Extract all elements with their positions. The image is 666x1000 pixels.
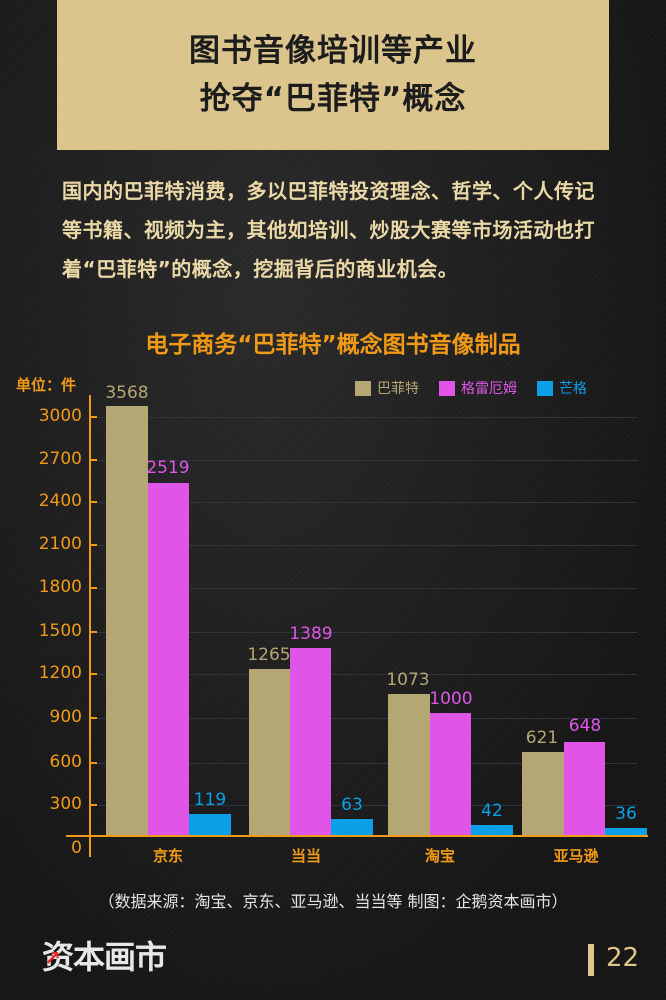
y-tick-label: 0: [71, 838, 82, 858]
y-tick: [89, 501, 97, 503]
bar-jd-munger: [189, 814, 231, 836]
y-tick: [89, 804, 97, 806]
y-tick: [89, 459, 97, 461]
bar-amazon-graham: [564, 742, 605, 836]
bar-value-label: 648: [568, 716, 602, 736]
bar-value-label: 42: [481, 801, 503, 821]
legend-swatch-icon: [439, 380, 455, 396]
y-tick-label: 3000: [38, 406, 82, 426]
y-tick-label: 1800: [38, 577, 82, 597]
bar-jd-buffett: [106, 406, 148, 836]
legend-swatch-icon: [355, 380, 371, 396]
gridline: [97, 674, 637, 675]
legend-item-munger: 芒格: [537, 378, 587, 398]
page-number: 22: [606, 943, 640, 973]
bar-value-label: 2519: [146, 458, 190, 478]
x-category-label: 当当: [290, 847, 321, 865]
bar-taobao-graham: [430, 713, 471, 836]
logo-text: 资本画市: [42, 938, 167, 976]
bar-value-label: 1000: [429, 689, 473, 709]
x-axis: [66, 835, 648, 837]
logo-arrow-icon: ↗: [44, 946, 61, 970]
bar-value-label: 63: [341, 795, 363, 815]
y-tick-label: 2400: [38, 491, 82, 511]
bar-amazon-buffett: [522, 752, 564, 836]
gridline: [97, 718, 637, 719]
y-tick-label: 300: [49, 794, 82, 814]
bar-taobao-buffett: [388, 694, 430, 836]
x-category-label: 淘宝: [424, 847, 455, 865]
gridline: [97, 588, 637, 589]
title-banner: 图书音像培训等产业 抢夺“巴菲特”概念: [57, 0, 609, 150]
legend-item-graham: 格雷厄姆: [439, 378, 517, 398]
y-tick: [89, 544, 97, 546]
y-tick-label: 2700: [38, 449, 82, 469]
source-note: （数据来源：淘宝、京东、亚马逊、当当等 制图：企鹅资本画市）: [98, 892, 568, 911]
bar-value-label: 1389: [289, 624, 333, 644]
y-tick: [89, 416, 97, 418]
y-axis: [89, 395, 91, 857]
gridline: [97, 502, 637, 503]
bar-value-label: 3568: [105, 383, 149, 403]
bar-dangdang-munger: [331, 819, 373, 836]
bar-taobao-munger: [471, 825, 513, 836]
gridline: [97, 632, 637, 633]
bar-value-label: 119: [193, 790, 227, 810]
bar-amazon-munger: [605, 828, 647, 836]
gridline: [97, 417, 637, 418]
y-tick: [89, 673, 97, 675]
bar-value-label: 1265: [247, 645, 291, 665]
bar-value-label: 1073: [386, 670, 430, 690]
y-tick-label: 1200: [38, 663, 82, 683]
x-category-label: 亚马逊: [553, 847, 599, 865]
y-tick-label: 600: [49, 752, 82, 772]
gridline: [97, 460, 637, 461]
bar-dangdang-buffett: [249, 669, 290, 836]
bar-value-label: 36: [615, 804, 637, 824]
legend-label: 巴菲特: [377, 381, 419, 397]
gridline: [97, 805, 637, 806]
legend-item-buffett: 巴菲特: [355, 378, 419, 398]
gridline: [97, 545, 637, 546]
y-tick-label: 1500: [38, 621, 82, 641]
y-tick: [89, 631, 97, 633]
brand-logo: ↗ 资本画市: [42, 932, 167, 978]
gridline: [97, 763, 637, 764]
intro-paragraph: 国内的巴菲特消费，多以巴菲特投资理念、哲学、个人传记等书籍、视频为主，其他如培训…: [62, 179, 595, 281]
chart-title: 电子商务“巴菲特”概念图书音像制品: [145, 332, 521, 358]
y-tick-label: 900: [49, 707, 82, 727]
x-category-label: 京东: [152, 847, 183, 865]
bar-value-label: 621: [525, 728, 559, 748]
legend-swatch-icon: [537, 380, 553, 396]
legend-label: 格雷厄姆: [461, 381, 517, 397]
y-tick: [89, 717, 97, 719]
title-line-2: 抢夺“巴菲特”概念: [199, 81, 467, 117]
bar-dangdang-graham: [290, 648, 331, 836]
legend-label: 芒格: [559, 381, 587, 397]
title-line-1: 图书音像培训等产业: [189, 33, 477, 69]
y-tick-label: 2100: [38, 534, 82, 554]
page-marker-bar: [588, 944, 594, 976]
unit-label: 单位：件: [16, 376, 77, 394]
bar-jd-graham: [148, 483, 189, 836]
y-tick: [89, 587, 97, 589]
chart-legend: 巴菲特 格雷厄姆 芒格: [355, 378, 587, 398]
y-tick: [89, 762, 97, 764]
